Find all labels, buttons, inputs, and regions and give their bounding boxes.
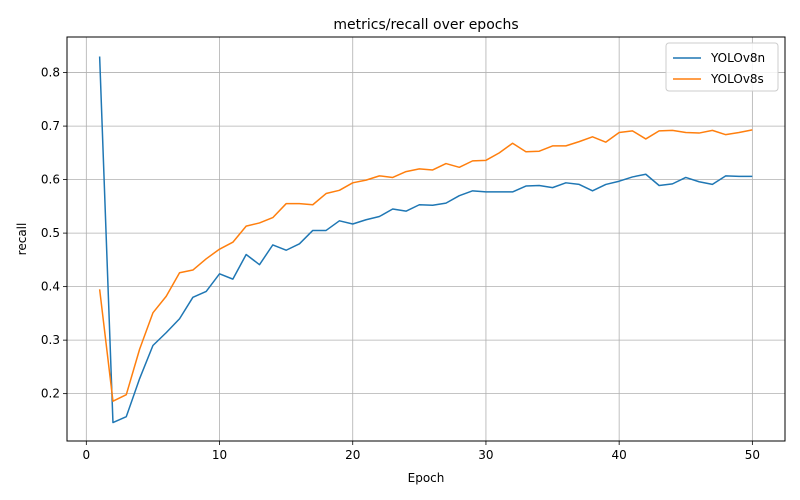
series-line-yolov8s bbox=[98, 129, 753, 402]
x-tick-label: 20 bbox=[345, 448, 360, 462]
y-tick-label: 0.6 bbox=[41, 173, 60, 187]
x-tick-label: 10 bbox=[212, 448, 227, 462]
x-tick-label: 0 bbox=[82, 448, 90, 462]
series-layer bbox=[98, 56, 753, 424]
y-axis: 0.2 0.3 0.4 0.5 0.6 0.7 0.8 bbox=[41, 66, 67, 401]
x-tick-label: 30 bbox=[478, 448, 493, 462]
series-line-yolov8n bbox=[98, 56, 753, 424]
x-tick-label: 40 bbox=[612, 448, 627, 462]
plot-frame bbox=[66, 36, 786, 442]
legend: YOLOv8n YOLOv8s bbox=[665, 42, 779, 92]
legend-label-yolov8s: YOLOv8s bbox=[710, 72, 764, 86]
grid bbox=[67, 37, 785, 441]
y-tick-label: 0.4 bbox=[41, 280, 60, 294]
y-tick-label: 0.3 bbox=[41, 333, 60, 347]
y-tick-label: 0.2 bbox=[41, 387, 60, 401]
chart-title: metrics/recall over epochs bbox=[333, 17, 518, 33]
y-axis-label: recall bbox=[15, 223, 29, 256]
x-axis-label: Epoch bbox=[408, 471, 445, 485]
x-axis: 0 10 20 30 40 50 bbox=[82, 441, 760, 462]
y-tick-label: 0.5 bbox=[41, 226, 60, 240]
legend-label-yolov8n: YOLOv8n bbox=[710, 51, 765, 65]
x-tick-label: 50 bbox=[745, 448, 760, 462]
y-tick-label: 0.7 bbox=[41, 119, 60, 133]
y-tick-label: 0.8 bbox=[41, 66, 60, 80]
